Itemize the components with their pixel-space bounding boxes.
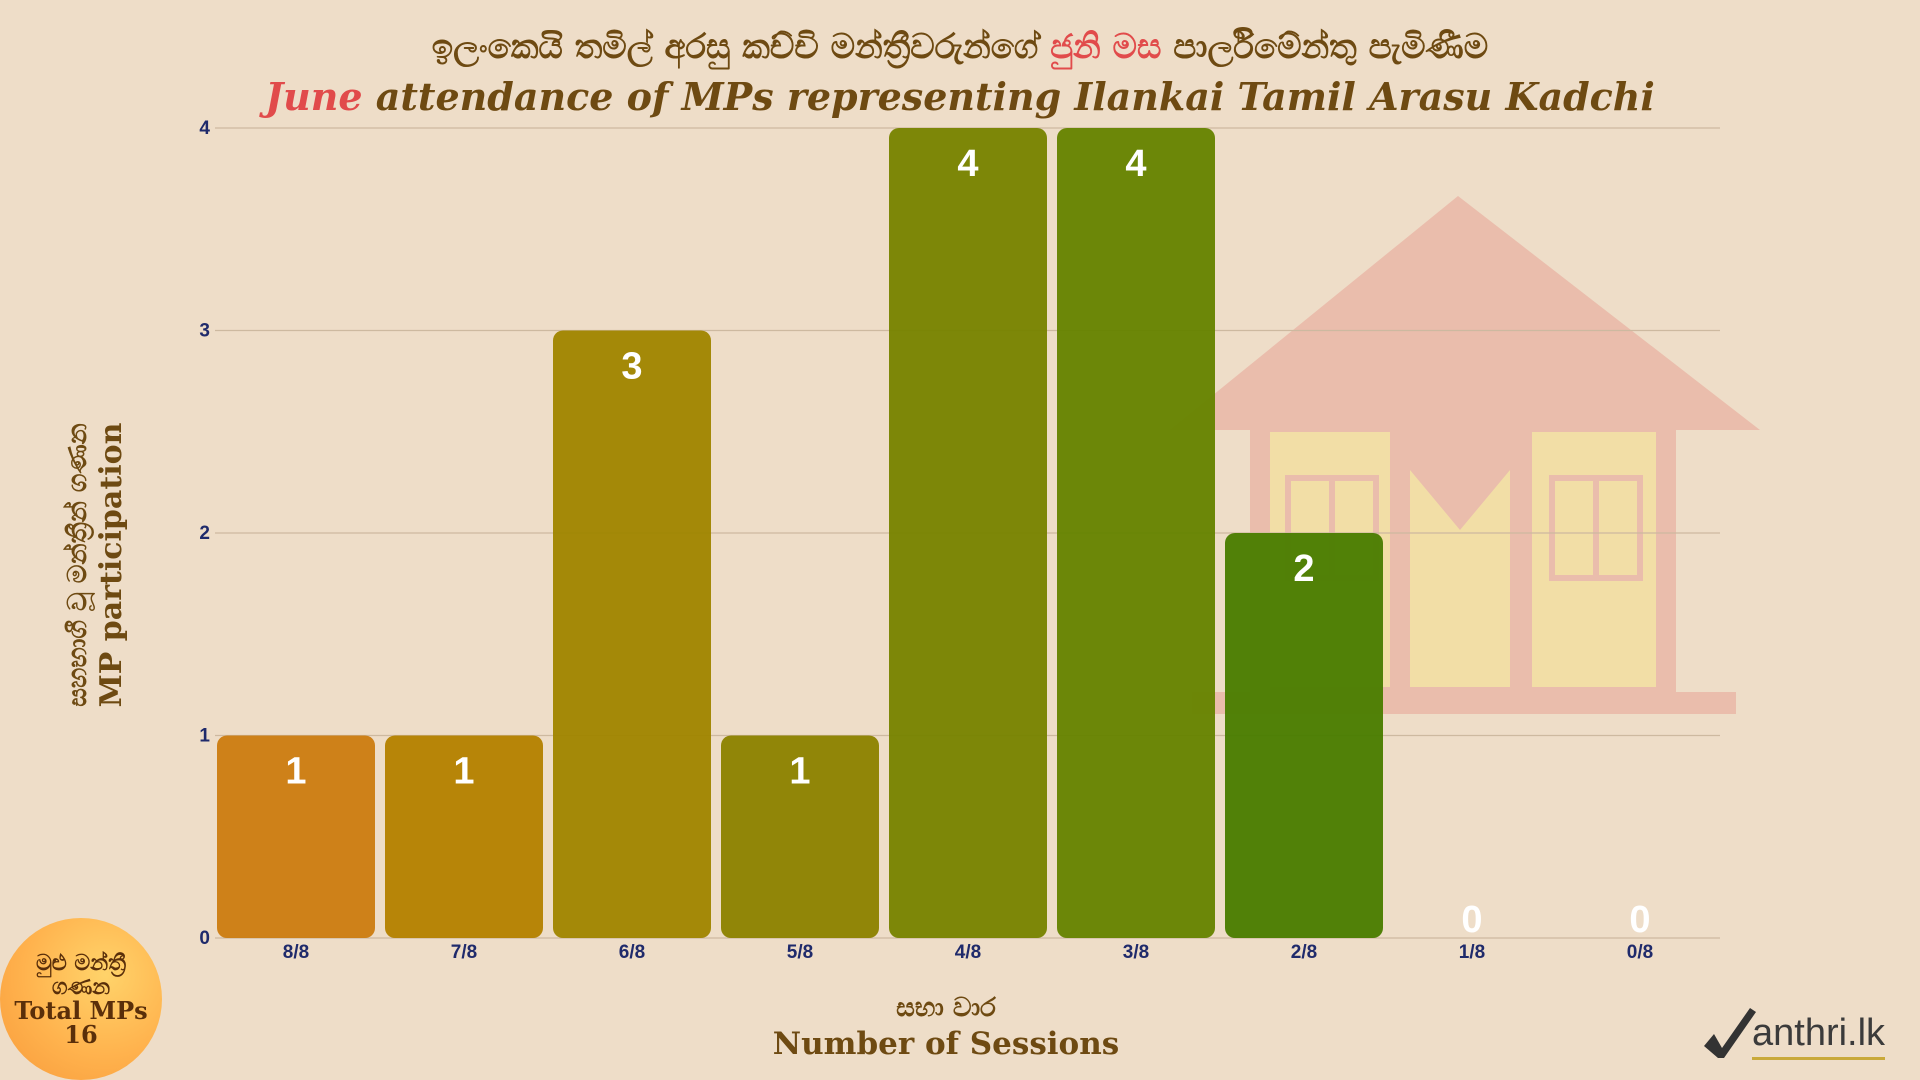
bar: [889, 128, 1047, 938]
axis-ticks: 0 1 2 3 4 8/8 7/8 6/8 5/8 4/8 3/8 2/8 1/8 0/8: [199, 118, 1653, 963]
bar: [553, 330, 711, 938]
title-en-highlight: June: [265, 74, 363, 119]
total-label-sinhala-2: ගණන: [51, 974, 111, 1000]
x-tick-label: 5/8: [787, 942, 813, 963]
logo-text: anthri.lk: [1752, 1012, 1886, 1060]
bar-data-label: 0: [1461, 899, 1482, 941]
title-si-part2: පාර්ලිමේන්තු පැමිණීම: [1161, 27, 1489, 67]
y-tick-label: 1: [199, 726, 210, 747]
x-tick-label: 1/8: [1459, 942, 1485, 963]
checkmark-m-icon: [1704, 1008, 1756, 1058]
bar: [1225, 533, 1383, 938]
total-mps-badge: මුළු මන්ත්‍රී ගණන Total MPs 16: [0, 918, 162, 1080]
bar-data-label: 1: [453, 751, 474, 793]
bar: [1057, 128, 1215, 938]
bar-data-label: 4: [957, 143, 978, 185]
y-axis-label-english: MP participation: [94, 422, 129, 708]
bar-data-label: 2: [1293, 548, 1314, 590]
title-english: June attendance of MPs representing Ilan…: [0, 72, 1920, 122]
x-tick-label: 3/8: [1123, 942, 1149, 963]
total-label-sinhala-1: මුළු මන්ත්‍රී: [36, 950, 126, 976]
y-tick-label: 0: [199, 928, 210, 949]
y-axis-label: සහභාගී වූ මන්ත්‍රීන් ගණන MP participatio…: [61, 423, 129, 708]
y-tick-label: 3: [199, 321, 210, 342]
bar-data-label: 3: [621, 346, 642, 388]
total-value: 16: [64, 1020, 98, 1049]
y-tick-label: 2: [199, 523, 210, 544]
x-axis-label-english: Number of Sessions: [772, 1026, 1120, 1062]
bar-data-label: 4: [1125, 143, 1146, 185]
y-tick-label: 4: [199, 118, 210, 139]
x-tick-label: 0/8: [1627, 942, 1653, 963]
x-tick-label: 8/8: [283, 942, 309, 963]
bar: [385, 735, 543, 938]
y-axis-label-sinhala: සහභාගී වූ මන්ත්‍රීන් ගණන: [63, 423, 93, 707]
total-label-english: Total MPs: [14, 996, 148, 1025]
title-si-part1: ඉලංකෙයි තමිල් අරසු කච්චි මන්ත්‍රීවරුන්ගේ: [431, 27, 1051, 67]
title-en-rest: attendance of MPs representing Ilankai T…: [362, 74, 1655, 119]
bar-data-label: 1: [285, 751, 306, 793]
title-si-highlight: ජුනි මස: [1050, 27, 1162, 67]
bar-data-label: 0: [1629, 899, 1650, 941]
chart-title: ඉලංකෙයි තමිල් අරසු කච්චි මන්ත්‍රීවරුන්ගේ…: [0, 22, 1920, 122]
x-tick-label: 7/8: [451, 942, 477, 963]
x-axis-label: සභා වාර Number of Sessions: [773, 990, 1119, 1062]
title-sinhala: ඉලංකෙයි තමිල් අරසු කච්චි මන්ත්‍රීවරුන්ගේ…: [0, 22, 1920, 72]
manthri-logo: anthri.lk: [1700, 1008, 1886, 1060]
x-axis-label-sinhala: සභා වාර: [896, 993, 996, 1023]
bar: [217, 735, 375, 938]
x-tick-label: 2/8: [1291, 942, 1317, 963]
x-tick-label: 6/8: [619, 942, 645, 963]
bars: 1 1 3 1 4 4 2 0 0: [217, 128, 1651, 941]
bar: [721, 735, 879, 938]
bar-data-label: 1: [789, 751, 810, 793]
x-tick-label: 4/8: [955, 942, 981, 963]
